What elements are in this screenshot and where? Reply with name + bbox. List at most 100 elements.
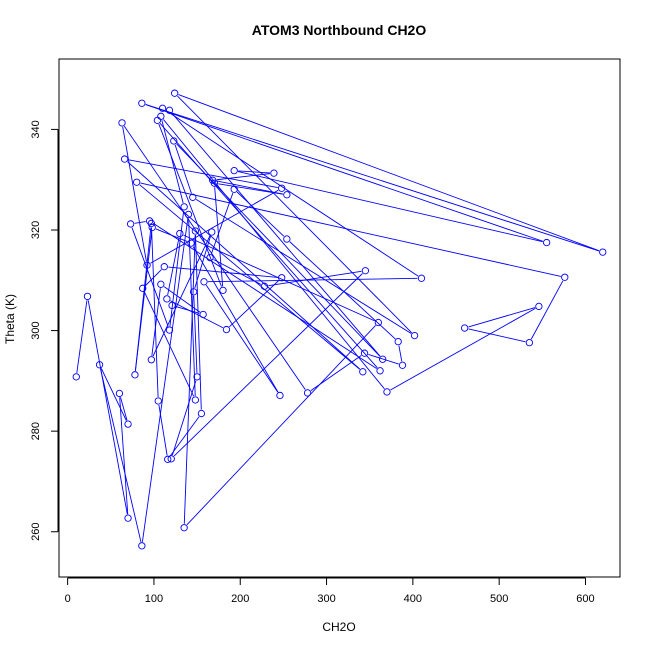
data-point	[535, 302, 543, 311]
series-segment	[151, 227, 159, 398]
x-axis: 0 100 200 300 400 500 600	[65, 577, 595, 605]
data-point	[165, 106, 174, 114]
data-point	[222, 325, 231, 334]
series-segment	[177, 95, 413, 334]
data-point	[120, 155, 129, 163]
series-segment	[123, 125, 306, 390]
y-axis-label: Theta (K)	[3, 294, 17, 344]
series-segment	[174, 144, 192, 194]
series-segment	[139, 184, 361, 370]
data-point	[124, 420, 132, 428]
series-segment	[183, 234, 196, 524]
series-segment	[468, 328, 526, 343]
series-segment	[144, 291, 195, 397]
data-point	[525, 338, 534, 347]
data-point	[138, 99, 146, 107]
data-point	[383, 388, 391, 396]
data-point	[230, 185, 238, 193]
series-segment	[173, 273, 363, 457]
data-point	[260, 282, 269, 290]
data-point	[158, 104, 167, 112]
series-segment	[178, 94, 600, 252]
series-segment	[210, 192, 234, 255]
data-point	[176, 229, 184, 238]
series-segment	[289, 241, 396, 340]
series-segment	[229, 280, 280, 328]
x-tick-label: 0	[65, 593, 71, 605]
chart-title: ATOM3 Northbound CH2O	[252, 22, 427, 38]
series-segment	[213, 259, 262, 285]
series-segment	[216, 180, 284, 195]
series-segment	[151, 288, 161, 356]
data-point	[160, 263, 168, 271]
data-point	[189, 193, 197, 201]
series-segment	[218, 183, 283, 195]
series-segment	[398, 345, 403, 362]
series-segment	[100, 368, 127, 421]
data-point	[163, 295, 171, 303]
data-point	[460, 324, 469, 332]
y-axis: 260 280 300 320 340	[30, 120, 59, 541]
series-segment	[150, 189, 279, 264]
data-point	[171, 89, 179, 97]
data-point	[230, 166, 238, 175]
series-segment	[468, 307, 536, 328]
series-segment	[122, 126, 147, 262]
data-point	[200, 278, 208, 286]
series-points	[72, 89, 607, 550]
series-segment	[141, 218, 189, 542]
data-point	[145, 217, 154, 225]
series-segment	[169, 416, 200, 457]
data-point	[180, 524, 188, 532]
data-point	[72, 373, 80, 381]
x-tick-label: 500	[490, 593, 508, 605]
series-segment	[170, 300, 224, 329]
data-point	[164, 455, 172, 463]
data-point	[154, 397, 162, 405]
data-point	[115, 389, 124, 398]
series-segment	[152, 235, 211, 357]
series-segment	[161, 120, 184, 204]
series-segment	[163, 286, 201, 313]
data-point	[139, 284, 147, 292]
series-segment	[158, 404, 168, 456]
series-segment	[128, 159, 278, 188]
series-segment	[368, 353, 399, 365]
series-segment	[134, 221, 146, 224]
data-point	[361, 267, 370, 275]
series-segment	[165, 110, 419, 277]
data-point	[210, 179, 219, 187]
series-segment	[194, 235, 212, 289]
data-point	[599, 248, 607, 256]
x-tick-label: 200	[231, 593, 249, 605]
data-point	[359, 368, 367, 376]
series-segment	[145, 104, 600, 252]
data-point	[167, 455, 175, 463]
series-segment	[214, 187, 224, 287]
y-tick-label: 320	[30, 221, 42, 239]
y-tick-label: 280	[30, 422, 42, 440]
data-point	[208, 228, 216, 236]
series-segment	[100, 368, 142, 543]
data-point	[180, 203, 188, 211]
data-point	[133, 178, 141, 186]
series-segment	[186, 325, 376, 526]
series-segment	[390, 308, 536, 391]
x-axis-label: CH2O	[322, 620, 355, 634]
data-point	[124, 514, 132, 522]
data-point	[283, 235, 291, 243]
data-point	[143, 261, 151, 269]
data-point	[379, 355, 387, 363]
data-point	[168, 301, 176, 310]
series-segment	[175, 306, 200, 314]
series-segment	[131, 227, 169, 327]
plot-frame	[58, 58, 621, 578]
data-point	[191, 396, 200, 404]
data-point	[278, 184, 286, 192]
series-segment	[134, 231, 153, 371]
series-segment	[310, 355, 362, 392]
series-segment	[145, 104, 544, 242]
series-segment	[530, 280, 564, 340]
data-point	[376, 367, 384, 375]
